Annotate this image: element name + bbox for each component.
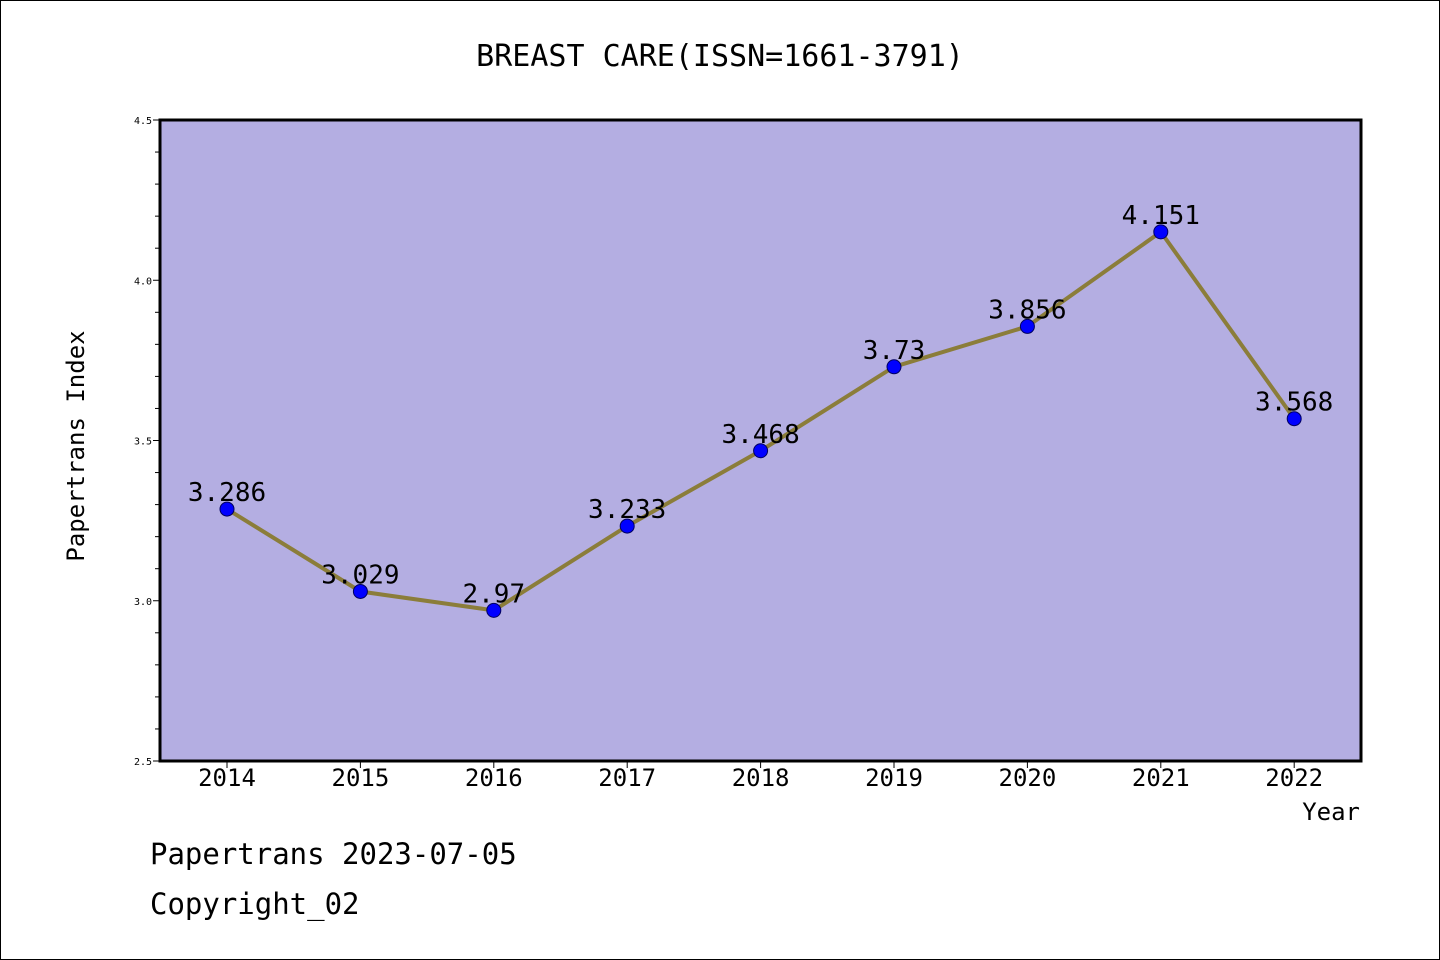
- y-tick-label: 4.5: [134, 116, 152, 127]
- footer-copyright: Copyright_02: [150, 887, 360, 922]
- data-point: [1153, 224, 1169, 240]
- data-label: 3.468: [721, 420, 799, 450]
- data-point: [1019, 318, 1035, 334]
- x-axis: 2014 2015 2016 2017 2018 2019 2020 2021 2022: [198, 761, 1323, 792]
- data-label: 3.286: [188, 478, 266, 508]
- y-axis-title: Papertrans Index: [62, 330, 90, 561]
- y-tick-label: 3.5: [134, 437, 152, 448]
- data-point: [619, 518, 635, 534]
- x-tick-label: 2015: [332, 764, 390, 792]
- x-tick-label: 2019: [865, 764, 923, 792]
- x-tick-label: 2017: [598, 764, 656, 792]
- x-tick-label: 2014: [198, 764, 256, 792]
- data-label-group: 3.286 3.029 2.97 3.233 3.468 3.73 3.856 4.151 3.…: [188, 201, 1333, 610]
- data-label: 4.151: [1122, 201, 1200, 231]
- y-tick-label: 2.5: [134, 757, 152, 768]
- data-label: 3.856: [988, 295, 1066, 325]
- x-tick-label: 2016: [465, 764, 523, 792]
- data-label: 3.233: [588, 495, 666, 525]
- x-axis-title: Year: [1302, 798, 1360, 826]
- chart-title: BREAST CARE(ISSN=1661-3791): [476, 39, 964, 74]
- x-tick-label: 2021: [1132, 764, 1190, 792]
- y-axis: 2.5 3.0 3.5 4.0 4.5: [134, 116, 160, 768]
- series-line-group: [219, 224, 1302, 618]
- y-tick-label: 4.0: [134, 276, 152, 287]
- data-point: [219, 501, 235, 517]
- data-label: 3.029: [321, 560, 399, 590]
- data-label: 3.568: [1255, 388, 1333, 418]
- data-label: 3.73: [863, 336, 926, 366]
- x-tick-label: 2020: [999, 764, 1057, 792]
- data-label: 2.97: [462, 579, 525, 609]
- data-point: [1286, 411, 1302, 427]
- y-tick-label: 3.0: [134, 597, 152, 608]
- data-point: [886, 359, 902, 375]
- data-point: [486, 602, 502, 618]
- x-tick-label: 2018: [732, 764, 790, 792]
- data-point: [753, 443, 769, 459]
- x-tick-label: 2022: [1265, 764, 1323, 792]
- footer-date: Papertrans 2023-07-05: [150, 837, 517, 871]
- data-point: [352, 583, 368, 599]
